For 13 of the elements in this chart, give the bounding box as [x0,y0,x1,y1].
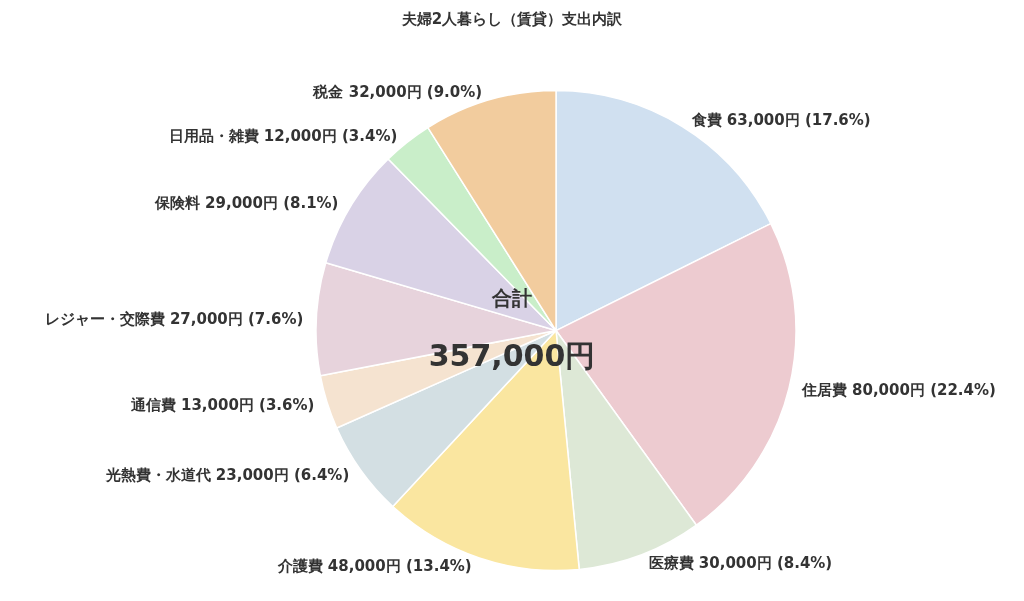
chart-title: 夫婦2人暮らし（賃貸）支出内訳 [400,9,624,28]
slice-label: 日用品・雑費 12,000円 (3.4%) [168,126,398,145]
text: 合計 [491,286,532,310]
slice-label: 保険料 29,000円 (8.1%) [153,193,339,212]
slice-label: 光熱費・水道代 23,000円 (6.4%) [104,465,350,484]
text: 357,000円 [428,337,596,373]
slice-label: 介護費 48,000円 (13.4%) [276,556,472,575]
slice-label: 住居費 80,000円 (22.4%) [800,380,996,399]
slice-label: 税金 32,000円 (9.0%) [312,83,483,102]
slice-label: 食費 63,000円 (17.6%) [690,110,871,129]
slice-label: レジャー・交際費 27,000円 (7.6%) [44,309,304,328]
slice-label: 通信費 13,000円 (3.6%) [129,395,315,414]
slice-label: 医療費 30,000円 (8.4%) [648,553,833,572]
